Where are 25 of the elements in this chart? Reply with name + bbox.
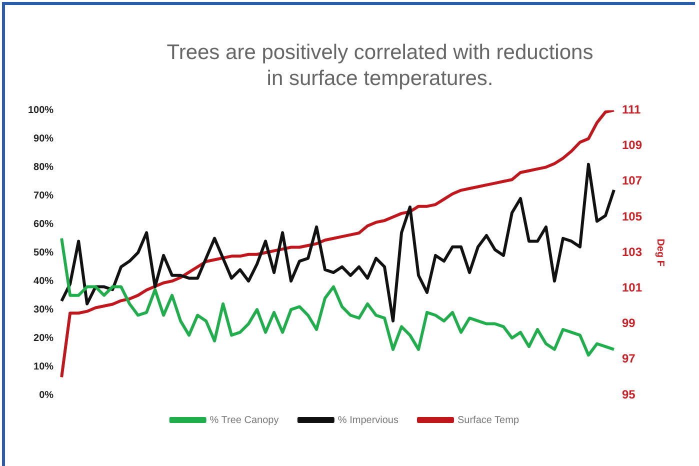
y2-tick-label: 111 <box>622 102 641 117</box>
y-tick-label: 20% <box>34 332 54 344</box>
y-tick-label: 50% <box>34 247 54 258</box>
legend-label: Surface Temp <box>457 414 520 426</box>
legend-label: % Tree Canopy <box>210 414 279 426</box>
y-tick-label: 60% <box>34 218 54 230</box>
y2-tick-label: 103 <box>622 244 642 259</box>
legend-label: % Impervious <box>338 414 398 426</box>
y2-tick-label: 97 <box>622 352 636 366</box>
y2-axis-title: Deg F <box>654 238 666 266</box>
y2-tick-label: 105 <box>622 209 642 224</box>
y-tick-label: 90% <box>34 133 54 144</box>
y-tick-label: 10% <box>34 361 54 372</box>
chart-title: Trees are positively correlated with reductions in surface temperatures. <box>166 40 594 92</box>
y-tick-label: 70% <box>34 190 54 202</box>
y2-tick-label: 95 <box>622 387 636 402</box>
y2-tick-label: 107 <box>622 174 642 188</box>
y-tick-label: 0% <box>39 390 54 401</box>
y-tick-label: 40% <box>34 276 54 287</box>
y2-tick-label: 109 <box>622 138 642 152</box>
y-tick-label: 30% <box>34 304 54 316</box>
y-tick-label: 100% <box>28 104 54 116</box>
y-tick-label: 80% <box>34 162 54 173</box>
y2-tick-label: 101 <box>622 280 642 295</box>
y2-tick-label: 99 <box>622 316 636 330</box>
